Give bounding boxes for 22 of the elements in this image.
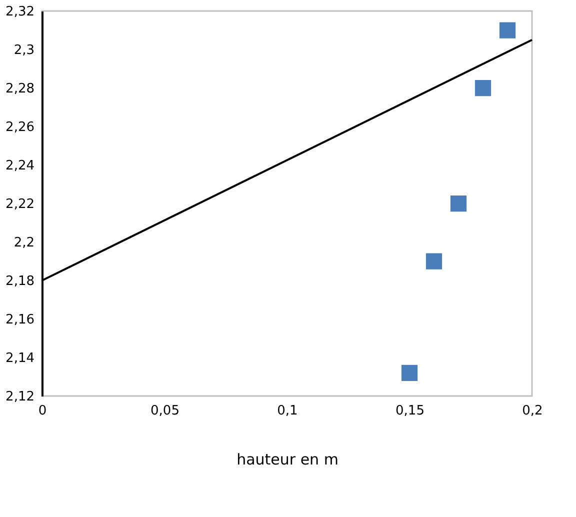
x-tick-label: 0,15 bbox=[396, 404, 424, 418]
y-tick-label: 2,18 bbox=[6, 274, 34, 289]
point bbox=[401, 364, 418, 381]
x-tick-label: 0 bbox=[38, 404, 47, 418]
y-tick-label: 2,26 bbox=[6, 120, 34, 135]
point bbox=[426, 253, 442, 270]
x-axis-title: hauteur en m bbox=[236, 450, 338, 468]
y-tick-label: 2,32 bbox=[6, 4, 34, 20]
point bbox=[450, 195, 467, 212]
x-tick-label: 0,1 bbox=[277, 404, 298, 418]
point bbox=[474, 80, 492, 96]
y-tick-label: 2,22 bbox=[6, 197, 34, 212]
y-tick-label: 2,12 bbox=[6, 390, 34, 404]
point bbox=[499, 22, 516, 38]
y-tick-label: 2,24 bbox=[6, 158, 34, 174]
y-tick-label: 2,14 bbox=[6, 351, 34, 366]
x-tick-label: 0,05 bbox=[150, 404, 180, 418]
y-tick-label: 2,2 bbox=[14, 236, 34, 250]
x-tick-label: 0,2 bbox=[522, 404, 543, 418]
y-tick-label: 2,3 bbox=[14, 43, 34, 58]
y-tick-label: 2,16 bbox=[6, 312, 34, 328]
y-tick-label: 2,28 bbox=[6, 82, 34, 96]
